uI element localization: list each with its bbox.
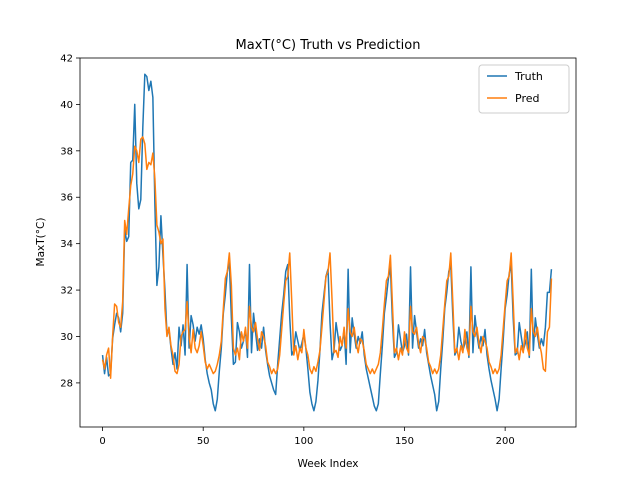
- series-layer: [101, 73, 553, 412]
- legend: Truth Pred: [478, 64, 570, 114]
- x-axis-label: Week Index: [297, 458, 358, 470]
- y-tick-label: 36: [60, 193, 73, 204]
- y-tick-label: 42: [60, 54, 73, 65]
- y-tick-label: 32: [60, 286, 73, 297]
- legend-label-truth: Truth: [514, 70, 543, 83]
- y-axis-ticks: 28 30 32 34 36 38 40 42: [60, 54, 80, 389]
- y-tick-label: 30: [60, 332, 73, 343]
- y-tick-label: 34: [60, 239, 73, 250]
- chart-title: MaxT(°C) Truth vs Prediction: [236, 38, 421, 53]
- y-tick-label: 40: [60, 100, 73, 111]
- series-line-pred: [101, 136, 553, 380]
- plot-area: [79, 57, 577, 428]
- x-tick-label: 0: [99, 436, 105, 447]
- x-tick-label: 200: [496, 436, 515, 447]
- legend-box: [478, 64, 570, 114]
- y-axis-label: MaxT(°C): [35, 218, 47, 267]
- plot-frame: [79, 57, 577, 428]
- x-tick-label: 150: [395, 436, 414, 447]
- x-axis-ticks: 0 50 100 150 200: [99, 427, 515, 447]
- y-tick-label: 38: [60, 146, 73, 157]
- legend-label-pred: Pred: [515, 92, 539, 105]
- x-tick-label: 50: [197, 436, 210, 447]
- y-tick-label: 28: [60, 378, 73, 389]
- x-tick-label: 100: [294, 436, 313, 447]
